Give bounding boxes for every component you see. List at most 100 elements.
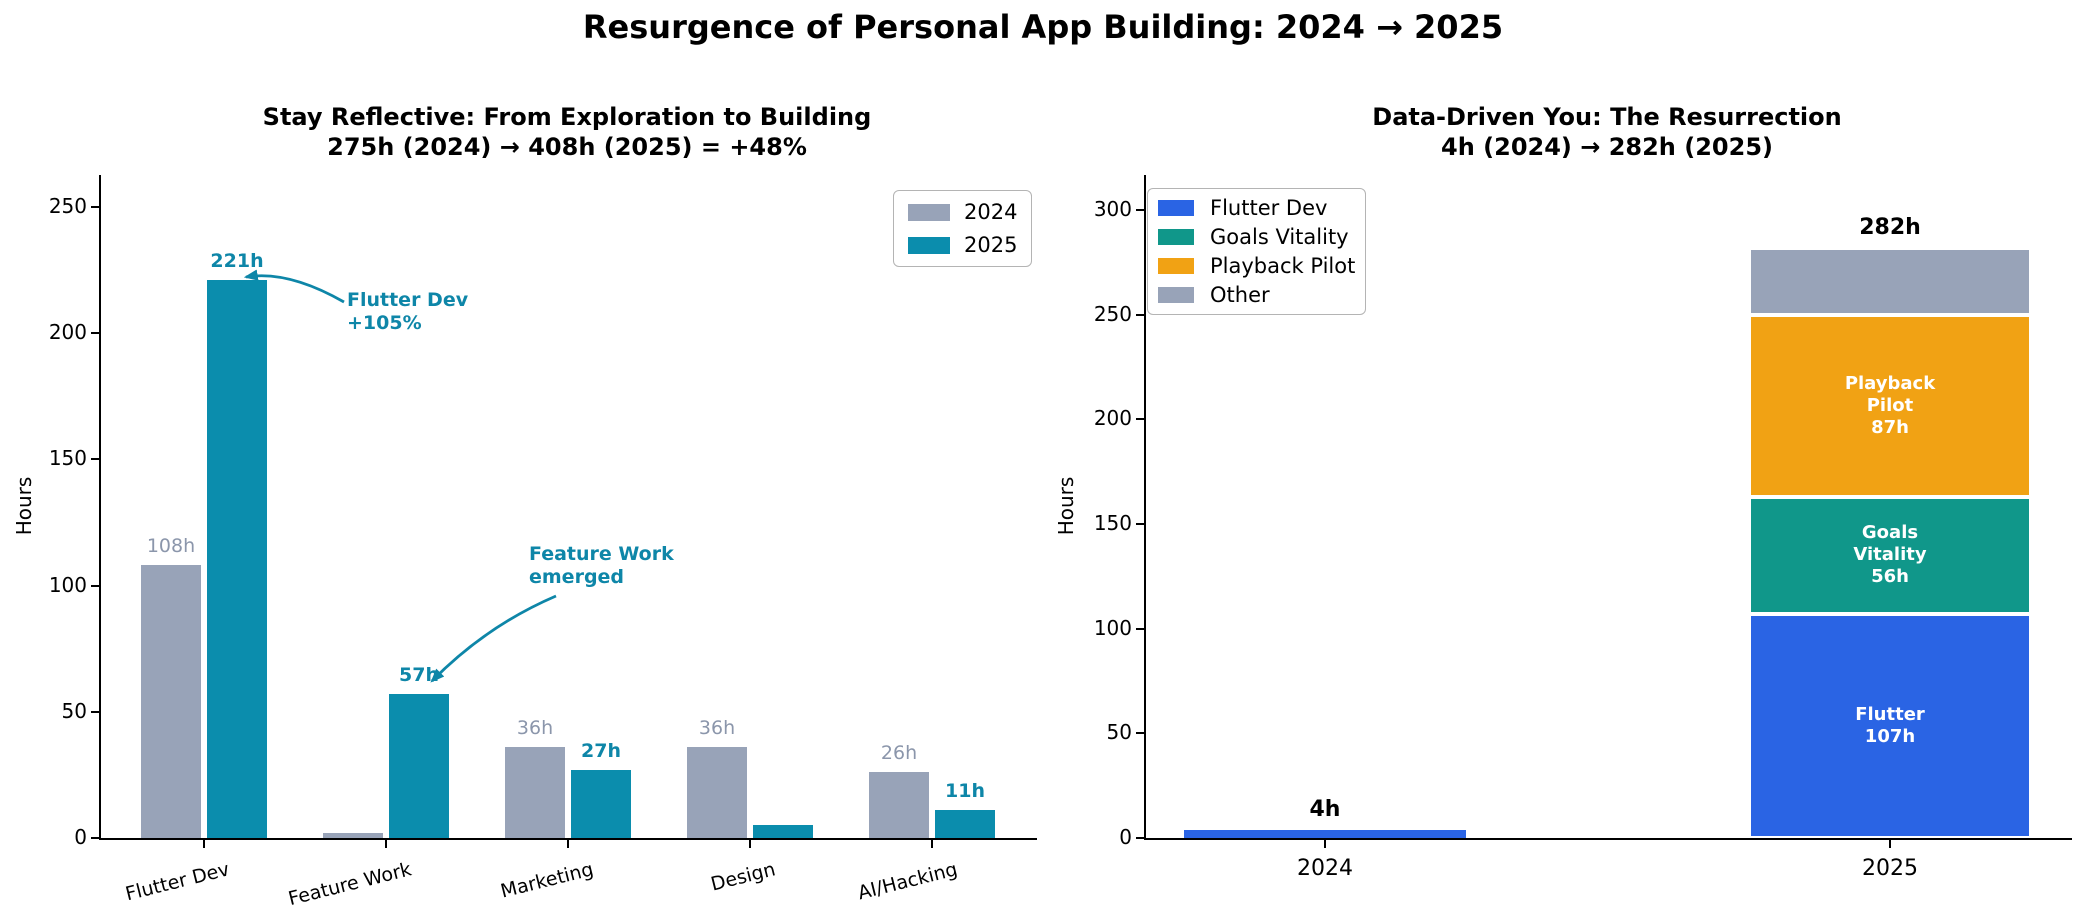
bar-value-label: 36h xyxy=(698,717,736,740)
annotation-line: emerged xyxy=(529,566,625,588)
right-y-tick-mark xyxy=(1136,313,1144,316)
right-legend-item: Other xyxy=(1158,283,1355,307)
left-x-tick-mark xyxy=(749,840,751,848)
left-x-tick-label: AI/Hacking xyxy=(855,858,960,905)
right-legend-item: Flutter Dev xyxy=(1158,196,1355,220)
stack-total-label: 4h xyxy=(1309,796,1341,822)
bar-value-label: 57h xyxy=(399,664,439,687)
segment-goals-vitality-2025 xyxy=(1749,496,2031,614)
left-y-tick-mark xyxy=(91,458,99,461)
right-x-tick-mark xyxy=(1889,840,1891,848)
legend-swatch-2025 xyxy=(908,236,950,254)
right-plot-area xyxy=(1144,175,2072,840)
legend-swatch-flutter-dev xyxy=(1158,200,1194,216)
left-y-tick-label: 100 xyxy=(48,572,87,597)
left-x-tick-label: Design xyxy=(708,858,778,896)
right-y-tick-label: 250 xyxy=(1093,301,1132,326)
bar-value-label: 27h xyxy=(581,739,621,762)
left-y-tick-mark xyxy=(91,332,99,335)
left-legend-item: 2025 xyxy=(908,233,1017,257)
legend-swatch-playback-pilot xyxy=(1158,258,1194,274)
right-x-tick-label: 2025 xyxy=(1862,856,1918,881)
right-y-tick-mark xyxy=(1136,837,1144,839)
segment-flutter-dev-2024 xyxy=(1184,829,1466,838)
bar-value-label: 26h xyxy=(880,742,918,765)
annotation-line: Flutter Dev xyxy=(347,289,469,311)
left-x-tick-mark xyxy=(203,840,205,848)
right-chart-title-line1: Data-Driven You: The Resurrection xyxy=(1372,103,1842,131)
left-y-tick-label: 200 xyxy=(48,320,87,345)
right-y-tick-label: 50 xyxy=(1106,720,1132,745)
annotation-line: +105% xyxy=(347,312,422,334)
left-x-tick-mark xyxy=(567,840,569,848)
left-chart-title-line1: Stay Reflective: From Exploration to Bui… xyxy=(262,103,872,131)
left-x-tick-mark xyxy=(931,840,933,848)
right-y-tick-mark xyxy=(1136,418,1144,421)
right-y-tick-label: 300 xyxy=(1093,197,1132,221)
left-x-tick-mark xyxy=(385,840,387,848)
legend-label: 2024 xyxy=(964,200,1018,224)
bar-2024-marketing xyxy=(505,747,565,838)
left-x-tick-label: Flutter Dev xyxy=(123,858,232,906)
segment-label-playback-pilot: Playback Pilot 87h xyxy=(1844,372,1936,438)
left-y-tick-label: 0 xyxy=(74,825,87,849)
left-y-tick-label: 250 xyxy=(48,194,87,218)
legend-swatch-2024 xyxy=(908,203,950,221)
segment-label-flutter-dev: Flutter 107h xyxy=(1855,704,1925,747)
legend-swatch-goals-vitality xyxy=(1158,229,1194,245)
bar-2024-design xyxy=(687,747,747,838)
bar-2025-marketing xyxy=(571,769,631,838)
left-plot-area xyxy=(99,175,1037,840)
left-chart-title: Stay Reflective: From Exploration to Bui… xyxy=(99,102,1035,162)
segment-flutter-dev-2025 xyxy=(1749,614,2031,838)
right-x-tick-label: 2024 xyxy=(1297,856,1353,881)
right-legend-item: Playback Pilot xyxy=(1158,254,1355,278)
legend-label: Goals Vitality xyxy=(1210,225,1349,249)
bar-2024-ai-hacking xyxy=(869,772,929,838)
right-y-tick-label: 100 xyxy=(1093,615,1132,640)
legend-swatch-other xyxy=(1158,287,1194,303)
right-y-tick-label: 0 xyxy=(1119,825,1132,849)
bar-value-label: 11h xyxy=(945,780,985,803)
right-y-tick-mark xyxy=(1136,523,1144,525)
segment-playback-pilot-2025 xyxy=(1749,314,2031,497)
left-y-tick-mark xyxy=(91,584,99,587)
left-y-tick-label: 150 xyxy=(48,446,87,471)
right-y-tick-mark xyxy=(1136,732,1144,735)
annotation-flutter-dev: Flutter Dev +105% xyxy=(347,289,468,335)
bar-2025-flutter-dev xyxy=(207,280,267,838)
right-x-tick-mark xyxy=(1324,840,1326,848)
left-y-tick-mark xyxy=(91,837,99,839)
right-chart-title-line2: 4h (2024) → 282h (2025) xyxy=(1441,133,1773,161)
segment-other-2025 xyxy=(1749,247,2031,315)
stack-total-label: 282h xyxy=(1859,214,1921,240)
right-y-tick-mark xyxy=(1136,627,1144,630)
left-chart-title-line2: 275h (2024) → 408h (2025) = +48% xyxy=(327,133,807,161)
right-y-tick-label: 150 xyxy=(1093,511,1132,535)
annotation-line: Feature Work xyxy=(529,543,674,565)
left-y-tick-label: 50 xyxy=(61,698,87,723)
right-y-tick-mark xyxy=(1136,209,1144,211)
figure-title: Resurgence of Personal App Building: 202… xyxy=(582,8,1504,46)
bar-2025-ai-hacking xyxy=(935,810,995,838)
right-chart-title: Data-Driven You: The Resurrection 4h (20… xyxy=(1144,102,2070,162)
bar-value-label: 36h xyxy=(516,717,554,740)
bar-value-label: 221h xyxy=(210,250,264,273)
right-legend: Flutter Dev Goals Vitality Playback Pilot O… xyxy=(1147,188,1367,315)
legend-label: Other xyxy=(1210,283,1270,307)
bar-2024-feature-work xyxy=(323,833,383,838)
left-legend-item: 2024 xyxy=(908,200,1017,224)
left-legend: 2024 2025 xyxy=(893,190,1033,267)
annotation-feature-work: Feature Work emerged xyxy=(529,543,674,589)
bar-2025-feature-work xyxy=(389,694,449,838)
bar-value-label: 108h xyxy=(146,535,196,558)
legend-label: Playback Pilot xyxy=(1210,254,1356,278)
bar-2024-flutter-dev xyxy=(141,565,201,838)
right-legend-item: Goals Vitality xyxy=(1158,225,1355,249)
segment-label-goals-vitality: Goals Vitality 56h xyxy=(1853,522,1927,588)
left-y-axis-label: Hours xyxy=(12,476,36,536)
legend-label: 2025 xyxy=(964,233,1018,257)
left-y-tick-mark xyxy=(91,206,99,208)
legend-label: Flutter Dev xyxy=(1210,196,1328,220)
